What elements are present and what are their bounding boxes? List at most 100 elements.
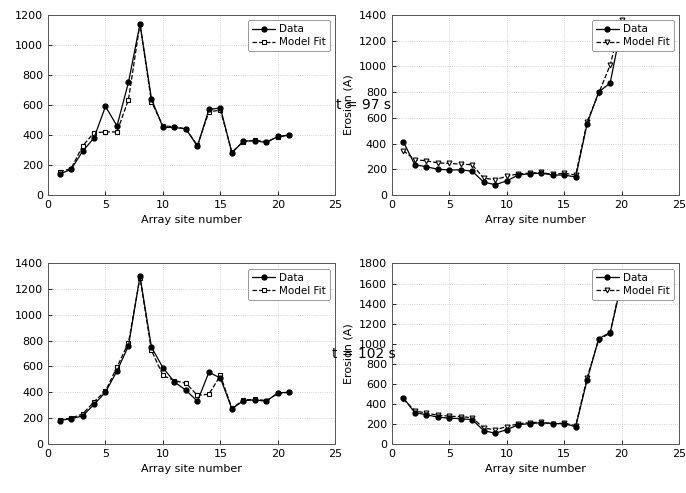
Model Fit <box>525 170 534 176</box>
Line: Model Fit: Model Fit <box>57 275 292 423</box>
Model Fit <box>617 17 626 23</box>
Model Fit <box>251 396 259 402</box>
Model Fit <box>537 170 545 176</box>
Data <box>411 162 419 168</box>
Data <box>560 172 568 178</box>
Line: Model Fit: Model Fit <box>401 18 636 182</box>
Model Fit <box>549 172 557 177</box>
Data <box>136 21 144 27</box>
Data <box>205 106 213 112</box>
Data <box>102 104 110 109</box>
Data <box>629 279 637 284</box>
Line: Model Fit: Model Fit <box>57 21 292 174</box>
Model Fit <box>78 143 86 149</box>
Model Fit <box>434 160 442 166</box>
Data <box>136 274 144 280</box>
Legend: Data, Model Fit: Data, Model Fit <box>248 269 330 300</box>
Model Fit <box>514 171 522 176</box>
Model Fit <box>124 97 132 103</box>
Model Fit <box>399 396 407 402</box>
Model Fit <box>216 107 224 113</box>
Data <box>445 167 453 173</box>
Data <box>525 421 534 426</box>
Data <box>595 336 603 342</box>
Data <box>445 415 453 421</box>
Data <box>468 417 476 423</box>
Data <box>457 167 465 173</box>
Line: Data: Data <box>401 279 636 436</box>
X-axis label: Array site number: Array site number <box>485 215 586 225</box>
Model Fit <box>170 378 178 384</box>
Model Fit <box>239 397 248 403</box>
Model Fit <box>262 398 270 404</box>
Data <box>78 413 86 419</box>
Model Fit <box>193 392 202 398</box>
Model Fit <box>595 90 603 96</box>
Model Fit <box>560 420 568 426</box>
Model Fit <box>422 410 430 416</box>
Data <box>549 421 557 426</box>
Model Fit <box>457 161 465 167</box>
Data <box>422 412 430 418</box>
Data <box>583 121 591 127</box>
Model Fit <box>514 421 522 426</box>
Model Fit <box>274 134 282 140</box>
Data <box>113 368 121 374</box>
Model Fit <box>411 157 419 163</box>
Model Fit <box>629 282 637 287</box>
Model Fit <box>136 275 144 281</box>
Data <box>67 416 75 422</box>
Data <box>491 182 499 188</box>
Model Fit <box>159 123 167 129</box>
Model Fit <box>56 169 64 175</box>
Model Fit <box>124 340 132 346</box>
Model Fit <box>205 391 213 397</box>
Legend: Data, Model Fit: Data, Model Fit <box>592 20 674 51</box>
Data <box>102 389 110 395</box>
Model Fit <box>468 415 476 421</box>
Data <box>468 168 476 174</box>
Data <box>399 395 407 401</box>
Data <box>583 377 591 383</box>
Line: Data: Data <box>57 21 292 176</box>
Model Fit <box>67 166 75 172</box>
Data <box>182 126 190 132</box>
Data <box>537 420 545 425</box>
Text: t = 102 s: t = 102 s <box>332 347 395 360</box>
Data <box>571 423 580 429</box>
Data <box>617 22 626 28</box>
Model Fit <box>480 425 488 431</box>
Data <box>228 150 236 156</box>
Data <box>480 179 488 185</box>
Model Fit <box>457 414 465 420</box>
Data <box>216 375 224 381</box>
Y-axis label: Erosion (A): Erosion (A) <box>343 323 353 384</box>
Data <box>67 167 75 173</box>
Model Fit <box>491 427 499 433</box>
X-axis label: Array site number: Array site number <box>141 215 242 225</box>
Data <box>457 416 465 422</box>
Model Fit <box>182 380 190 386</box>
Model Fit <box>491 176 499 182</box>
Model Fit <box>159 373 167 379</box>
Data <box>399 139 407 144</box>
Data <box>228 406 236 412</box>
Model Fit <box>617 277 626 282</box>
Line: Data: Data <box>57 274 292 423</box>
Model Fit <box>274 390 282 396</box>
Data <box>113 123 121 129</box>
Model Fit <box>583 375 591 381</box>
Model Fit <box>113 364 121 370</box>
Data <box>514 422 522 427</box>
Data <box>182 387 190 393</box>
Model Fit <box>205 108 213 114</box>
Model Fit <box>285 132 294 138</box>
Legend: Data, Model Fit: Data, Model Fit <box>592 269 674 300</box>
X-axis label: Array site number: Array site number <box>485 464 586 474</box>
Data <box>159 124 167 130</box>
Model Fit <box>422 158 430 164</box>
Model Fit <box>606 62 614 68</box>
Data <box>606 330 614 336</box>
Data <box>514 172 522 178</box>
Model Fit <box>583 119 591 125</box>
